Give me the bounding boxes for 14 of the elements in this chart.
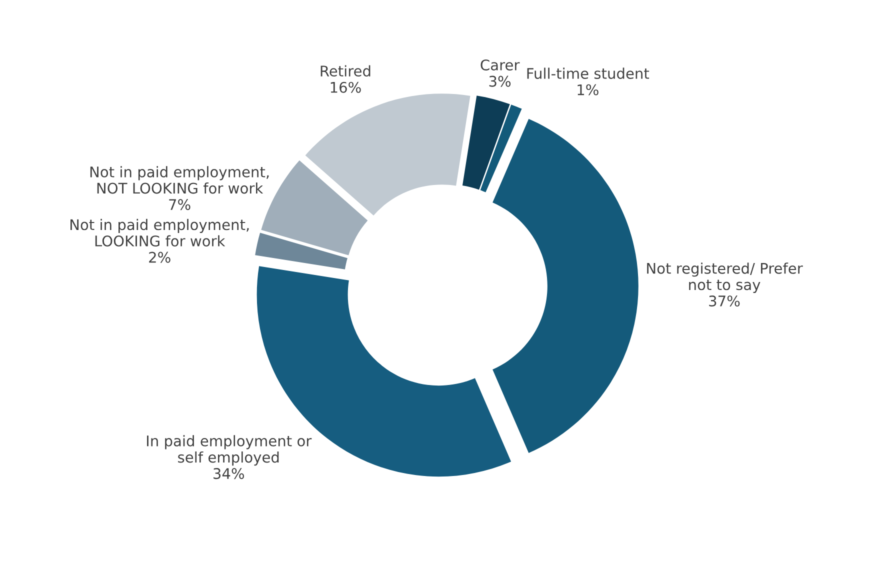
slice-label: Carer [480,59,520,70]
data-label: 7% [169,199,190,210]
slice-label: Not in paid employment, NOT LOOKING for work [90,166,269,194]
slice-label: Full-time student [527,68,650,79]
slice-label: Not in paid employment, LOOKING for work [70,218,249,247]
data-label: 34% [214,468,244,480]
data-label: 37% [709,295,740,307]
slice-label: Retired [320,65,370,77]
slice-label: Not registered/ Prefer not to say [647,262,803,294]
slice-label: In paid employment or self employed [147,435,312,466]
data-label: 3% [489,76,511,87]
data-label: 1% [578,84,598,96]
data-label: 16% [330,82,361,93]
data-label: 2% [149,252,170,263]
